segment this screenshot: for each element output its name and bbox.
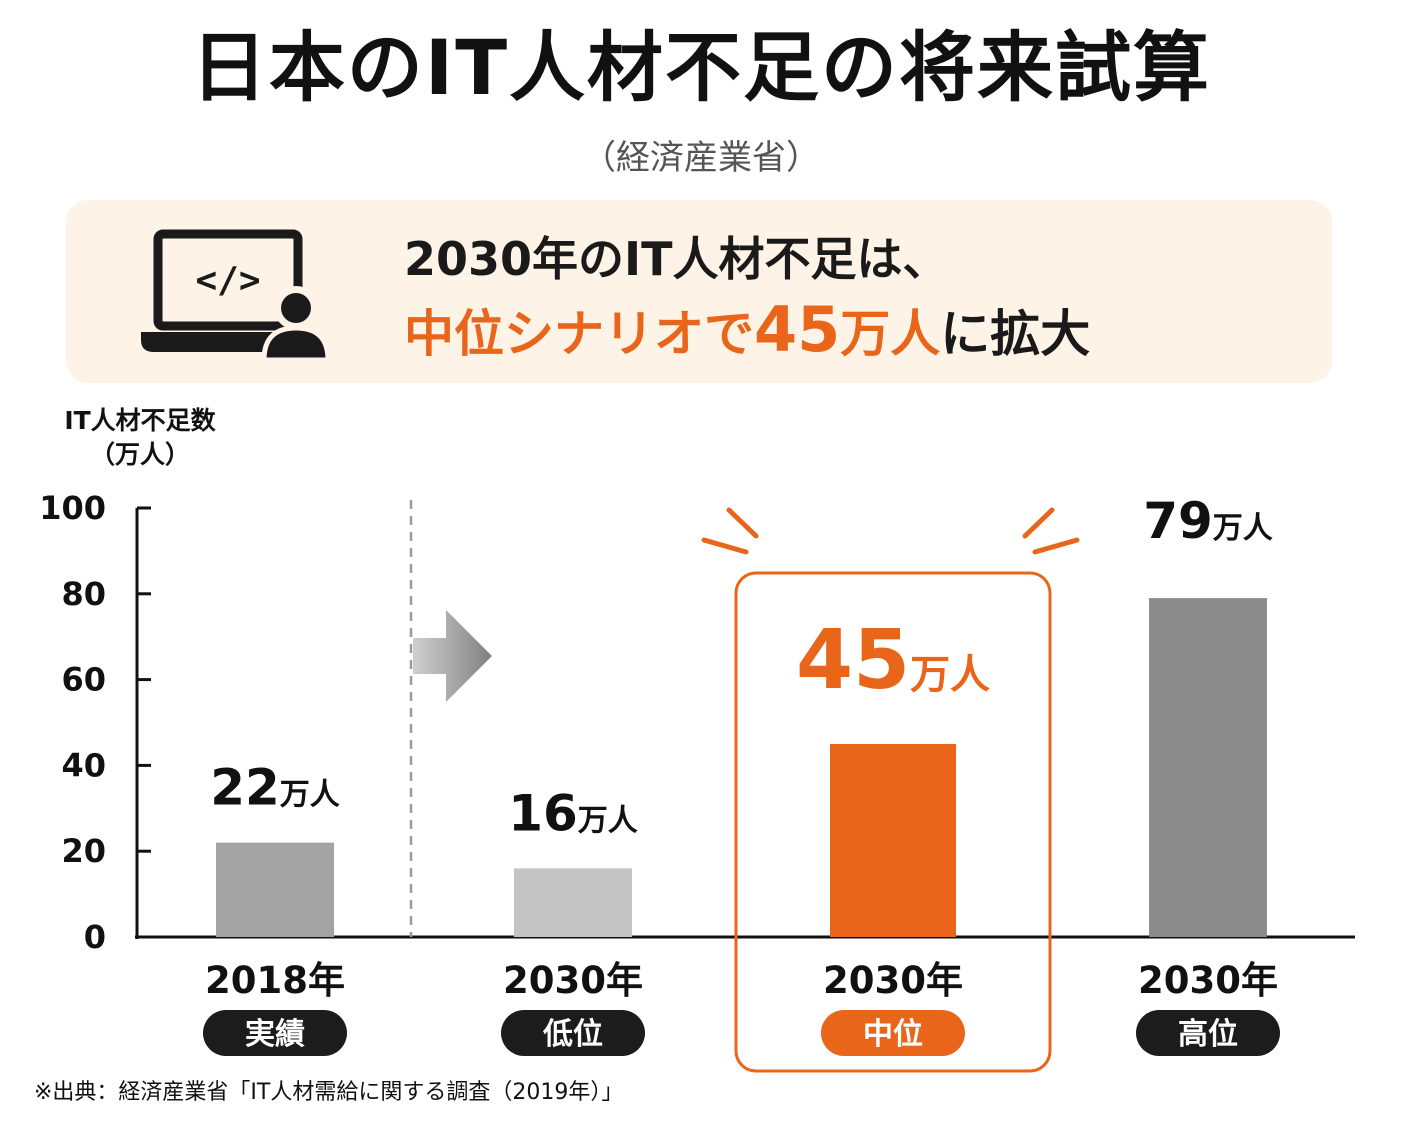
emphasis-burst <box>1022 507 1055 539</box>
data-label-value: 79 <box>1143 492 1213 550</box>
y-axis-label-line1: IT人材不足数 <box>64 406 216 435</box>
data-label-value: 16 <box>508 784 578 842</box>
laptop-code-user-icon: </> <box>141 229 331 358</box>
emphasis-burst <box>701 537 749 555</box>
data-label-value: 45 <box>796 613 910 708</box>
data-label: 16万人 <box>508 784 638 842</box>
highlight-frame <box>734 571 1052 1073</box>
data-label-unit: 万人 <box>1213 511 1273 546</box>
y-tick-label: 80 <box>61 575 106 613</box>
category-tag: 高位 <box>1178 1017 1238 1052</box>
page-title: 日本のIT人材不足の将来試算 <box>190 23 1212 112</box>
category-tag-pill <box>203 1010 347 1056</box>
banner-headline: 2030年のIT人材不足は、 <box>404 232 949 286</box>
category-year: 2018年 <box>205 959 345 1002</box>
category-tag: 低位 <box>542 1017 603 1052</box>
y-axis-label: IT人材不足数 （万人） <box>30 404 250 472</box>
banner-highlight: 中位シナリオで45万人に拡大 <box>404 293 1090 367</box>
data-label-unit: 万人 <box>280 778 340 813</box>
banner-scenario: 中位シナリオで <box>404 305 754 363</box>
category-tag: 中位 <box>863 1017 923 1052</box>
bar-2 <box>830 743 956 937</box>
y-tick-label: 40 <box>61 746 106 784</box>
y-axis-label-line2: （万人） <box>89 439 190 469</box>
data-label-unit: 万人 <box>910 652 990 698</box>
svg-text:</>: </> <box>195 260 260 301</box>
category-year: 2030年 <box>503 959 643 1002</box>
source-note: ※出典：経済産業省「IT人材需給に関する調査（2019年）」 <box>34 1080 624 1105</box>
data-label: 45万人 <box>796 613 990 708</box>
bar-0 <box>216 842 334 937</box>
bar-1 <box>514 868 632 937</box>
emphasis-burst <box>726 507 759 539</box>
category-tag: 実績 <box>245 1017 305 1052</box>
category-tag-pill <box>821 1010 965 1056</box>
page-subtitle: （経済産業省） <box>582 138 820 178</box>
forecast-arrow-icon <box>413 610 492 702</box>
bar-3 <box>1149 598 1267 937</box>
y-tick-label: 100 <box>39 489 106 527</box>
category-year: 2030年 <box>823 959 963 1002</box>
category-tag-pill <box>501 1010 645 1056</box>
data-label-unit: 万人 <box>578 803 638 838</box>
data-label: 79万人 <box>1143 492 1273 550</box>
category-tag-pill <box>1136 1010 1280 1056</box>
category-year: 2030年 <box>1138 959 1278 1002</box>
y-tick-label: 60 <box>61 661 106 699</box>
emphasis-burst <box>1032 537 1080 555</box>
data-label: 22万人 <box>210 759 340 817</box>
banner-number: 45 <box>754 293 841 366</box>
banner-unit: 万人 <box>840 305 941 363</box>
data-label-value: 22 <box>210 759 280 817</box>
y-tick-label: 0 <box>84 918 106 956</box>
banner-tail: に拡大 <box>940 305 1091 363</box>
summary-banner: </> 2030年のIT人材不足は、 中位シナリオで45万人に拡大 <box>66 200 1332 383</box>
y-tick-label: 20 <box>61 832 106 870</box>
